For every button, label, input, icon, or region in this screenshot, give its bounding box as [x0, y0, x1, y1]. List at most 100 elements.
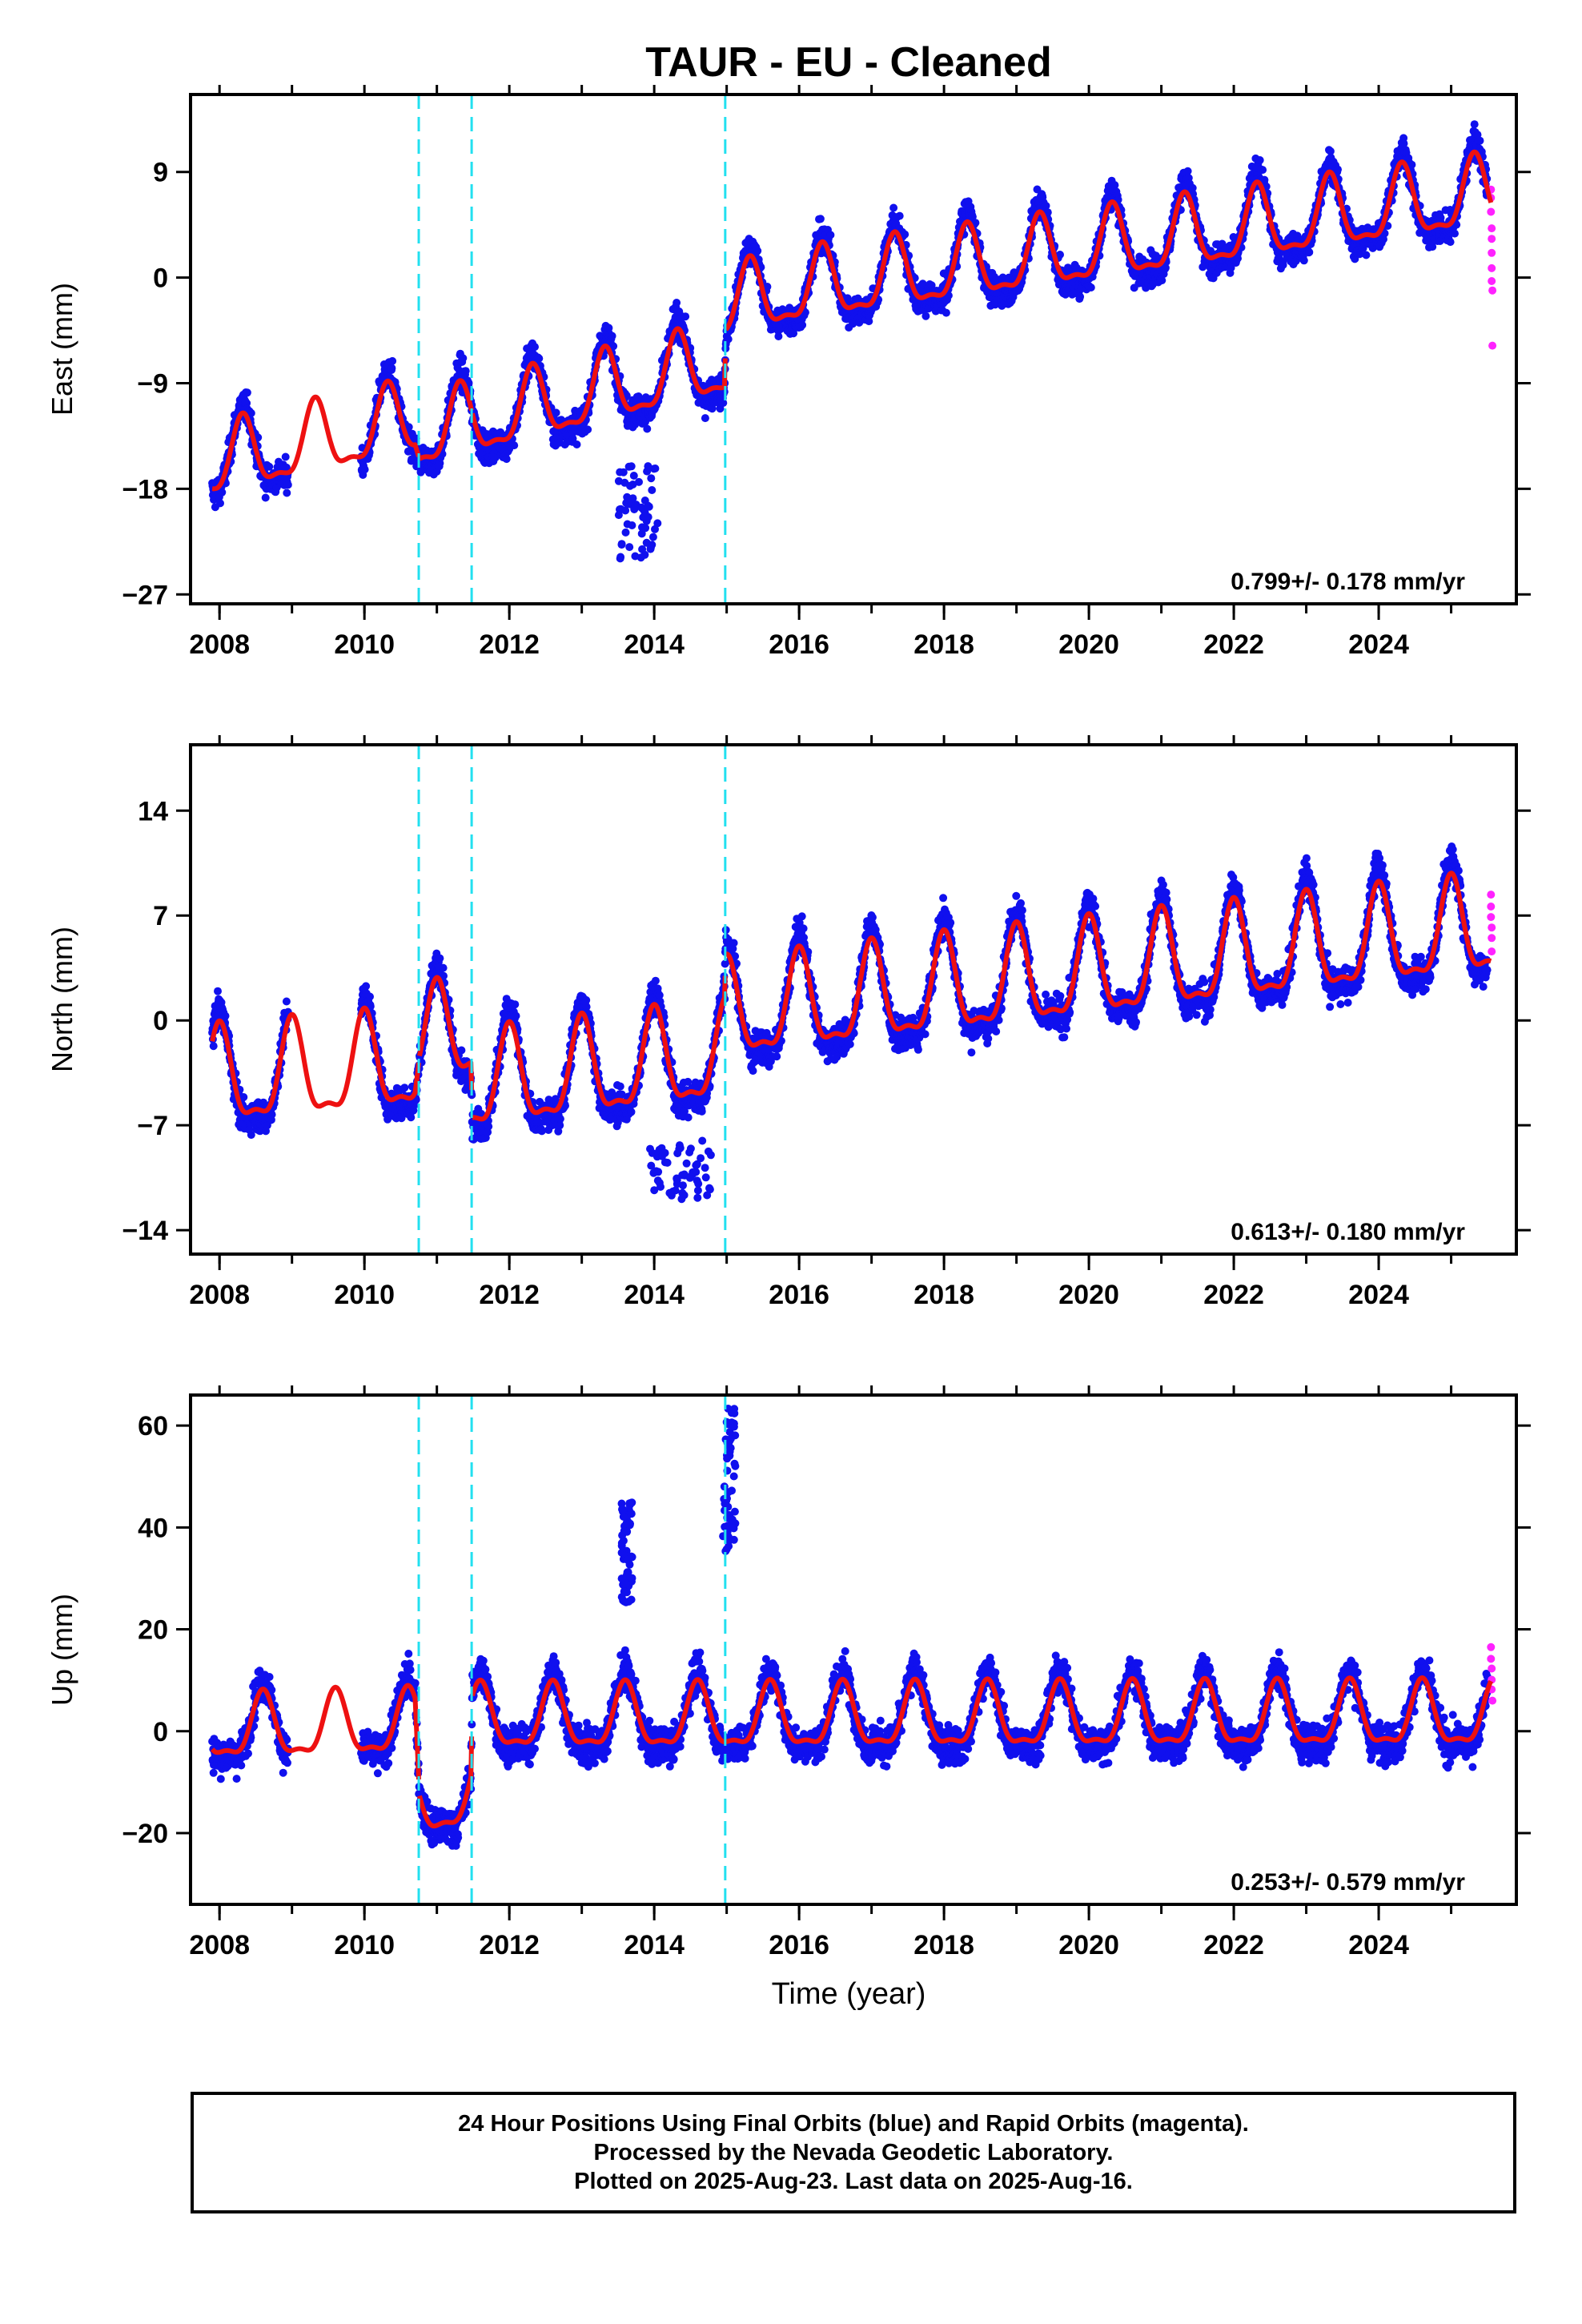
x-tick-label: 2010: [334, 629, 395, 660]
data-point: [614, 511, 623, 520]
data-point: [388, 356, 397, 365]
data-point: [584, 425, 592, 434]
data-point: [637, 503, 646, 512]
data-point: [512, 1011, 520, 1020]
rapid-point: [1488, 224, 1496, 233]
data-point: [1076, 292, 1085, 301]
x-tick-label: 2020: [1058, 629, 1119, 660]
data-point: [366, 992, 374, 1001]
data-point: [457, 1046, 466, 1055]
data-point: [439, 963, 448, 972]
data-point: [261, 493, 270, 502]
data-point: [609, 342, 618, 351]
data-point: [651, 464, 660, 472]
data-point: [283, 480, 292, 489]
data-point: [247, 408, 255, 417]
data-point: [621, 528, 630, 537]
data-point: [628, 521, 636, 529]
data-point: [626, 481, 634, 490]
data-point: [1086, 283, 1095, 292]
y-tick-label: 0: [153, 263, 168, 294]
data-point: [889, 203, 898, 212]
data-point: [629, 472, 638, 480]
rapid-point: [1488, 341, 1497, 350]
x-tick-label: 2024: [1348, 629, 1409, 660]
x-tick-label: 2008: [189, 629, 250, 660]
rate-annotation: 0.799+/- 0.178 mm/yr: [1231, 569, 1465, 595]
data-point: [1183, 167, 1192, 175]
plot-content: [208, 120, 1497, 563]
data-point: [647, 474, 656, 483]
data-point: [901, 230, 909, 239]
data-point: [459, 354, 468, 363]
plot-area: [191, 94, 1516, 604]
y-tick-label: −9: [137, 368, 168, 399]
data-point: [616, 468, 624, 476]
rapid-point: [1488, 277, 1496, 285]
data-point: [621, 506, 630, 515]
data-point: [484, 1122, 493, 1131]
rapid-point: [1487, 207, 1496, 216]
data-point: [568, 434, 577, 443]
data-point: [1334, 165, 1342, 174]
rapid-point: [1488, 248, 1496, 257]
data-point: [719, 399, 728, 408]
data-point: [436, 954, 444, 963]
data-point: [643, 424, 652, 433]
data-point: [1279, 260, 1287, 269]
data-point: [214, 987, 222, 995]
data-point: [511, 1000, 520, 1009]
y-axis-label: East (mm): [46, 283, 78, 416]
y-tick-label: −27: [122, 580, 168, 610]
data-point: [648, 541, 656, 549]
x-tick-label: 2022: [1203, 629, 1264, 660]
data-point: [502, 455, 511, 464]
data-point: [531, 343, 539, 352]
data-point: [254, 433, 263, 442]
rapid-point: [1488, 263, 1496, 272]
y-tick-label: 9: [153, 158, 168, 188]
data-point: [826, 231, 835, 239]
chart-title: TAUR - EU - Cleaned: [645, 39, 1052, 86]
data-point: [510, 441, 519, 450]
x-tick-label: 2014: [624, 629, 685, 660]
data-point: [535, 354, 544, 363]
data-point: [360, 465, 369, 474]
data-point: [648, 486, 656, 494]
rapid-point: [1488, 235, 1496, 243]
data-point: [404, 423, 413, 432]
data-point: [265, 462, 274, 471]
data-point: [267, 1110, 276, 1119]
data-point: [753, 247, 762, 255]
data-point: [673, 299, 681, 307]
y-tick-label: −18: [122, 474, 168, 505]
data-point: [216, 499, 224, 508]
data-point: [461, 367, 470, 376]
data-point: [243, 388, 251, 397]
data-point: [816, 215, 825, 223]
data-point: [641, 524, 650, 533]
data-point: [209, 1042, 218, 1051]
data-point: [643, 467, 652, 476]
data-point: [798, 320, 807, 329]
x-tick-label: 2012: [479, 629, 540, 660]
data-point: [895, 211, 904, 220]
data-point: [552, 408, 560, 417]
data-point: [572, 440, 581, 448]
data-point: [624, 496, 633, 504]
data-point: [942, 308, 950, 317]
data-point: [1362, 251, 1371, 259]
data-point: [625, 543, 634, 552]
data-point: [221, 1011, 230, 1020]
data-point: [616, 553, 625, 561]
data-point: [1299, 256, 1308, 265]
data-point: [631, 552, 640, 561]
data-point: [921, 312, 930, 320]
data-point: [281, 452, 290, 461]
data-point: [1255, 156, 1264, 164]
data-point: [634, 392, 643, 400]
data-point: [608, 332, 616, 340]
data-point: [1451, 229, 1459, 238]
